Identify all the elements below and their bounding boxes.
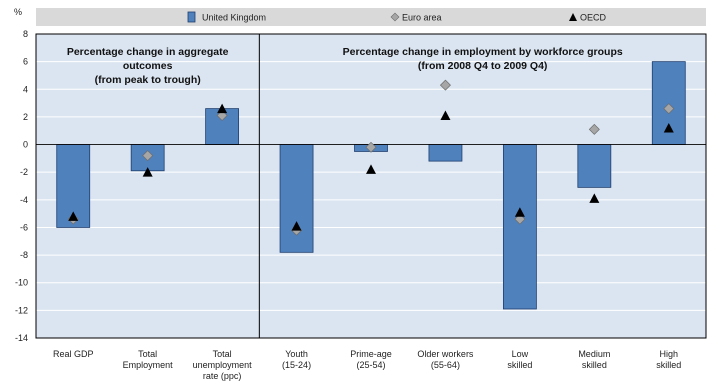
marker-triangle-7 (589, 193, 600, 203)
marker-triangle-5 (440, 110, 451, 121)
bar-3 (279, 144, 314, 253)
category-label: Employment (123, 360, 174, 370)
marker-diamond-1 (142, 150, 154, 162)
bar-5 (428, 144, 463, 162)
marker-triangle-0 (68, 211, 79, 221)
category-label: skilled (656, 360, 681, 370)
y-tick-label: 6 (23, 57, 28, 67)
y-tick-label: 2 (23, 112, 28, 122)
legend-band (36, 8, 706, 26)
category-label: skilled (507, 360, 532, 370)
category-label: unemployment (193, 360, 253, 370)
category-label: rate (ppc) (203, 371, 242, 381)
category-label: (25-54) (356, 360, 385, 370)
category-label: Older workers (417, 349, 474, 359)
category-label: Prime-age (350, 349, 392, 359)
panel-title-line: outcomes (123, 60, 173, 72)
bar-7 (577, 144, 612, 188)
marker-triangle-2 (217, 103, 228, 114)
legend-swatch-1 (390, 12, 400, 22)
category-label: Real GDP (53, 349, 94, 359)
marker-triangle-1 (142, 167, 153, 177)
y-tick-label: -8 (20, 250, 28, 260)
y-tick-label: 8 (23, 29, 28, 39)
category-label: Low (512, 349, 529, 359)
legend-label-2: OECD (580, 13, 607, 23)
category-label: Total (213, 349, 232, 359)
marker-triangle-3 (291, 221, 302, 231)
marker-diamond-8 (663, 103, 675, 115)
legend-swatch-0 (187, 11, 196, 23)
y-tick-label: 4 (23, 84, 28, 94)
category-label: Total (138, 349, 157, 359)
y-tick-label: -4 (20, 195, 28, 205)
marker-diamond-7 (588, 123, 600, 135)
legend-label-0: United Kingdom (202, 13, 266, 23)
y-tick-label: -10 (15, 278, 28, 288)
y-tick-label: -12 (15, 305, 28, 315)
marker-diamond-5 (439, 79, 451, 91)
category-label: (15-24) (282, 360, 311, 370)
panel-title-line: (from 2008 Q4 to 2009 Q4) (418, 60, 548, 72)
category-label: High (660, 349, 679, 359)
panel-title-line: Percentage change in aggregate (67, 46, 229, 58)
marker-triangle-6 (514, 207, 525, 217)
y-tick-label: -2 (20, 167, 28, 177)
y-tick-label: -6 (20, 222, 28, 232)
category-label: Medium (578, 349, 610, 359)
marker-triangle-8 (663, 122, 674, 133)
legend-swatch-2 (569, 13, 577, 21)
legend-label-1: Euro area (402, 13, 442, 23)
category-label: Youth (285, 349, 308, 359)
category-label: (55-64) (431, 360, 460, 370)
category-label: skilled (582, 360, 607, 370)
bar-6 (502, 144, 537, 310)
plot-border (35, 33, 707, 339)
panel-title-line: Percentage change in employment by workf… (343, 46, 623, 58)
marker-triangle-4 (366, 164, 376, 174)
y-tick-label: 0 (23, 140, 28, 150)
y-unit-label: % (14, 7, 22, 17)
marker-diamond-4 (365, 141, 377, 153)
panel-title-line: (from peak to trough) (95, 74, 201, 86)
y-tick-label: -14 (15, 333, 28, 343)
